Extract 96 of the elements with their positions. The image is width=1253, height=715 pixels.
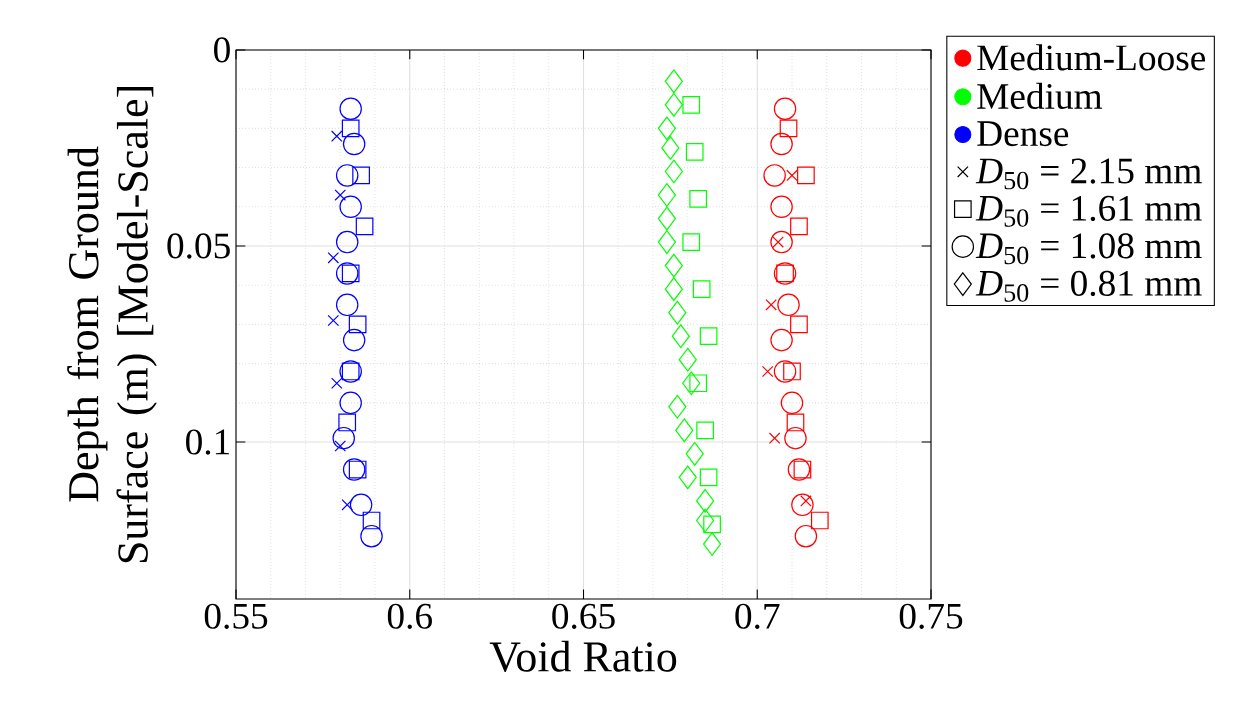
point xyxy=(770,195,793,219)
point xyxy=(675,418,694,443)
point xyxy=(331,377,343,390)
point xyxy=(657,183,676,207)
point xyxy=(773,360,797,383)
point xyxy=(791,493,814,517)
y-tick-label: 0.05 xyxy=(167,233,230,259)
y-tick-label: 0 xyxy=(214,37,230,63)
point xyxy=(668,300,687,325)
point xyxy=(770,230,793,254)
point xyxy=(763,164,786,187)
point xyxy=(689,374,708,393)
point xyxy=(342,458,366,481)
point xyxy=(682,233,701,251)
point xyxy=(668,394,687,419)
point xyxy=(335,262,359,285)
point xyxy=(342,328,366,352)
point xyxy=(664,92,683,117)
point xyxy=(780,391,804,415)
point xyxy=(327,252,340,264)
point xyxy=(699,468,718,487)
point xyxy=(787,458,811,481)
point xyxy=(699,327,718,346)
point xyxy=(339,391,362,415)
point xyxy=(327,314,340,327)
legend-label: Dense xyxy=(977,121,1069,147)
point xyxy=(777,293,800,317)
point xyxy=(790,217,808,236)
point xyxy=(348,315,367,334)
point xyxy=(355,217,374,236)
point xyxy=(773,97,797,121)
point xyxy=(360,524,383,548)
point xyxy=(696,488,715,513)
point xyxy=(761,365,774,378)
point xyxy=(335,230,359,254)
point xyxy=(331,130,343,143)
x-tick-label: 0.65 xyxy=(552,603,615,630)
point xyxy=(334,189,347,201)
x-tick-label: 0.6 xyxy=(387,603,432,630)
legend-label: Medium-Loose xyxy=(977,44,1206,71)
point xyxy=(770,328,793,352)
point xyxy=(338,413,357,432)
point xyxy=(664,277,683,302)
legend-label: D$_{50}$ = 0.81 mm xyxy=(975,270,1202,302)
point xyxy=(332,426,355,450)
point xyxy=(765,299,777,311)
point xyxy=(784,426,807,450)
point xyxy=(671,324,690,349)
point xyxy=(335,293,359,317)
point xyxy=(692,280,711,299)
point xyxy=(664,159,683,184)
point xyxy=(770,132,793,156)
point xyxy=(793,460,812,479)
point xyxy=(696,508,715,533)
point xyxy=(664,253,683,278)
point xyxy=(685,143,704,161)
point xyxy=(682,371,701,396)
point xyxy=(794,524,818,548)
point xyxy=(657,230,676,255)
point xyxy=(352,166,370,185)
legend-label: D$_{50}$ = 1.61 mm xyxy=(975,195,1202,227)
point xyxy=(685,441,704,466)
point xyxy=(339,195,362,219)
point xyxy=(664,69,683,94)
legend-label: Medium xyxy=(977,82,1103,110)
point xyxy=(657,206,676,231)
point xyxy=(678,465,697,490)
point xyxy=(810,511,829,530)
point xyxy=(790,315,808,334)
point xyxy=(786,413,805,432)
point xyxy=(779,119,798,138)
point xyxy=(661,136,680,160)
point xyxy=(696,421,714,440)
point xyxy=(362,511,381,530)
x-tick-label: 0.75 xyxy=(899,603,963,630)
point xyxy=(341,119,360,138)
point xyxy=(678,347,697,372)
point xyxy=(342,132,366,156)
y-axis-title: Depth from Ground Surface (m) [Model-Scale] xyxy=(67,87,157,563)
point xyxy=(703,515,721,534)
point xyxy=(349,493,373,517)
y-tick-label: 0.1 xyxy=(186,429,230,455)
point xyxy=(682,96,701,114)
point xyxy=(341,499,353,511)
point xyxy=(335,164,359,187)
point xyxy=(334,440,347,452)
legend-label: D$_{50}$ = 2.15 mm xyxy=(975,158,1202,190)
point xyxy=(657,116,676,141)
x-axis-title: Void Ratio xyxy=(489,640,677,673)
point xyxy=(702,532,722,556)
point xyxy=(689,190,708,208)
point xyxy=(768,432,781,444)
legend-label: D$_{50}$ = 1.08 mm xyxy=(975,233,1202,265)
x-tick-label: 0.7 xyxy=(735,603,780,630)
point xyxy=(339,97,362,121)
x-tick-label: 0.55 xyxy=(204,603,268,630)
